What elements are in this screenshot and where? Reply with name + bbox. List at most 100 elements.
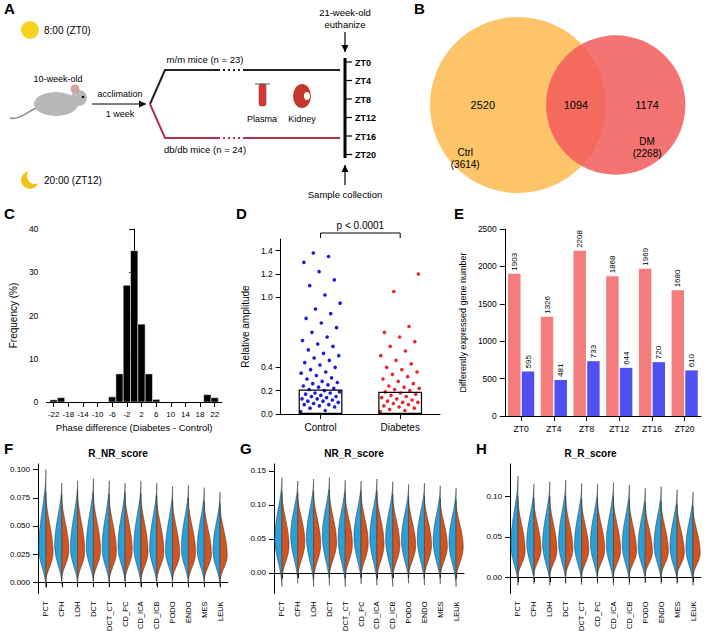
- svg-text:2000: 2000: [478, 261, 497, 271]
- svg-text:ZT16: ZT16: [642, 424, 662, 434]
- svg-text:CD_ICB: CD_ICB: [152, 601, 161, 629]
- svg-text:ZT12: ZT12: [609, 424, 629, 434]
- svg-text:18: 18: [196, 410, 205, 419]
- svg-text:0.000: 0.000: [10, 578, 31, 587]
- svg-text:Control: Control: [304, 422, 336, 433]
- svg-text:LEUK: LEUK: [452, 601, 461, 621]
- svg-text:2520: 2520: [471, 99, 495, 111]
- svg-text:DCT_CT: DCT_CT: [105, 601, 114, 631]
- svg-text:DCT: DCT: [325, 601, 334, 617]
- svg-text:ZT4: ZT4: [355, 76, 371, 86]
- svg-text:CD_PC: CD_PC: [593, 601, 602, 627]
- svg-text:20:00 (ZT12): 20:00 (ZT12): [44, 175, 102, 186]
- svg-text:R_R_score: R_R_score: [564, 448, 617, 459]
- svg-text:DM: DM: [639, 136, 655, 147]
- svg-text:PODO: PODO: [641, 601, 650, 623]
- svg-text:PCT: PCT: [41, 601, 50, 616]
- svg-text:0.00: 0.00: [486, 573, 502, 582]
- svg-text:CD_ICB: CD_ICB: [388, 601, 397, 629]
- svg-text:CD_ICB: CD_ICB: [625, 601, 634, 629]
- svg-text:ENDO: ENDO: [420, 601, 429, 623]
- svg-text:2500: 2500: [478, 224, 497, 234]
- svg-text:LEUK: LEUK: [216, 601, 225, 621]
- svg-text:21-week-old: 21-week-old: [319, 7, 371, 18]
- svg-text:ENDO: ENDO: [184, 601, 193, 623]
- svg-text:PODO: PODO: [404, 601, 413, 623]
- svg-text:0.05: 0.05: [486, 532, 502, 541]
- svg-text:720: 720: [654, 345, 663, 359]
- svg-text:LEUK: LEUK: [689, 601, 698, 621]
- svg-text:CD_PC: CD_PC: [357, 601, 366, 627]
- svg-text:ZT20: ZT20: [355, 150, 376, 160]
- svg-text:1174: 1174: [635, 99, 659, 111]
- svg-text:610: 610: [687, 353, 696, 367]
- svg-text:db/db mice (n = 24): db/db mice (n = 24): [164, 144, 246, 155]
- svg-text:DCT: DCT: [561, 601, 570, 617]
- svg-text:ZT4: ZT4: [546, 424, 561, 434]
- svg-text:1.4: 1.4: [261, 246, 273, 256]
- svg-text:733: 733: [589, 344, 598, 358]
- svg-text:MES: MES: [436, 601, 445, 617]
- svg-text:p < 0.0001: p < 0.0001: [337, 220, 385, 231]
- svg-text:(2268): (2268): [633, 148, 662, 159]
- svg-text:CFH: CFH: [529, 601, 538, 616]
- svg-text:-18: -18: [63, 410, 75, 419]
- svg-text:Sample collection: Sample collection: [308, 189, 382, 200]
- svg-text:-2: -2: [123, 410, 131, 419]
- svg-text:1680: 1680: [673, 269, 682, 287]
- svg-text:Kidney: Kidney: [288, 114, 316, 124]
- svg-text:PCT: PCT: [513, 601, 522, 616]
- svg-text:1326: 1326: [543, 295, 552, 313]
- svg-text:DCT_CT: DCT_CT: [577, 601, 586, 631]
- svg-text:Plasma: Plasma: [247, 114, 277, 124]
- svg-text:Differently expressed gene num: Differently expressed gene number: [458, 253, 468, 393]
- svg-text:500: 500: [483, 374, 497, 384]
- svg-text:10-week-old: 10-week-old: [33, 74, 82, 84]
- svg-text:0.10: 0.10: [250, 500, 266, 509]
- svg-text:m/m mice (n = 23): m/m mice (n = 23): [167, 54, 244, 65]
- svg-text:1.0: 1.0: [261, 292, 273, 302]
- svg-text:644: 644: [622, 351, 631, 365]
- svg-text:0.4: 0.4: [261, 362, 273, 372]
- svg-text:(3614): (3614): [451, 159, 480, 170]
- svg-text:10: 10: [166, 410, 175, 419]
- svg-text:NR_R_score: NR_R_score: [324, 448, 384, 459]
- svg-text:CFH: CFH: [293, 601, 302, 616]
- svg-text:1.2: 1.2: [261, 269, 273, 279]
- svg-text:MES: MES: [673, 601, 682, 617]
- svg-text:2208: 2208: [575, 229, 584, 247]
- svg-text:1868: 1868: [608, 255, 617, 273]
- svg-text:1094: 1094: [564, 99, 588, 111]
- svg-text:LOH: LOH: [545, 601, 554, 616]
- svg-text:CFH: CFH: [57, 601, 66, 616]
- svg-text:20: 20: [29, 311, 39, 321]
- svg-text:MES: MES: [200, 601, 209, 617]
- svg-text:PODO: PODO: [168, 601, 177, 623]
- svg-text:-6: -6: [109, 410, 117, 419]
- svg-text:0.00: 0.00: [250, 568, 266, 577]
- svg-text:0.050: 0.050: [10, 521, 31, 530]
- svg-text:R_NR_score: R_NR_score: [88, 448, 148, 459]
- svg-text:Relative amplitude: Relative amplitude: [240, 285, 251, 368]
- svg-text:0.05: 0.05: [250, 534, 266, 543]
- svg-text:0.2: 0.2: [261, 386, 273, 396]
- svg-text:2: 2: [139, 410, 144, 419]
- svg-text:0.075: 0.075: [10, 493, 31, 502]
- svg-text:CD_ICA: CD_ICA: [609, 601, 618, 629]
- svg-text:DCT_CT: DCT_CT: [341, 601, 350, 631]
- svg-text:8:00 (ZT0): 8:00 (ZT0): [44, 25, 91, 36]
- svg-text:ENDO: ENDO: [657, 601, 666, 623]
- svg-text:0: 0: [34, 397, 39, 407]
- svg-text:0: 0: [492, 411, 497, 421]
- svg-text:40: 40: [29, 224, 39, 234]
- svg-text:CD_PC: CD_PC: [121, 601, 130, 627]
- svg-text:0.025: 0.025: [10, 550, 31, 559]
- svg-text:30: 30: [29, 267, 39, 277]
- svg-text:PCT: PCT: [277, 601, 286, 616]
- svg-text:1500: 1500: [478, 299, 497, 309]
- svg-text:Frequency (%): Frequency (%): [8, 283, 19, 349]
- svg-text:-22: -22: [48, 410, 60, 419]
- svg-text:CD_ICA: CD_ICA: [136, 601, 145, 629]
- svg-text:-14: -14: [77, 410, 89, 419]
- svg-text:ZT0: ZT0: [355, 58, 371, 68]
